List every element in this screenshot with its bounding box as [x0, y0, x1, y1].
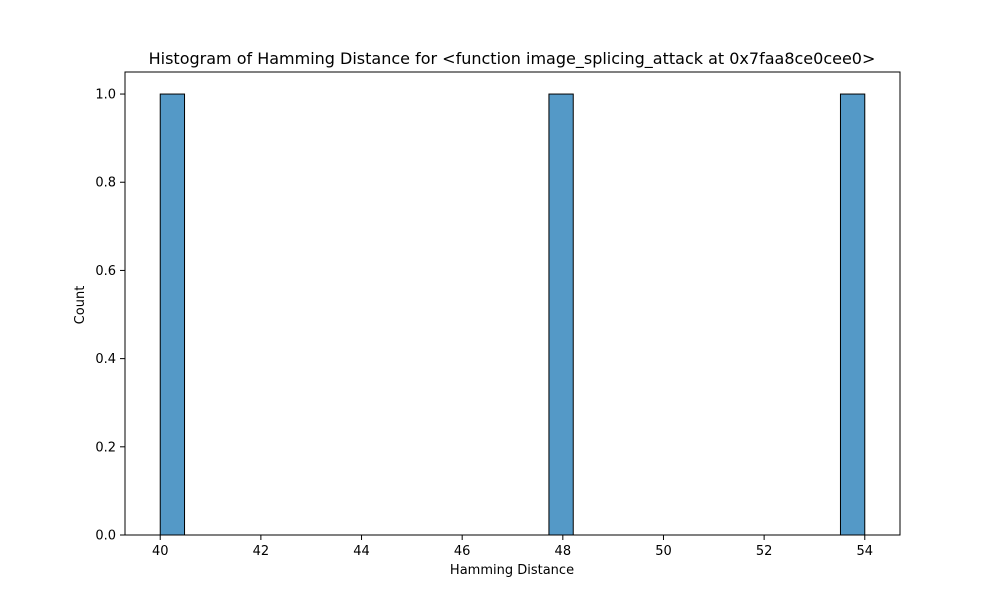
x-tick-label: 48 — [555, 544, 572, 559]
x-axis-ticks: 40 42 44 46 48 50 52 54 — [152, 535, 873, 559]
x-axis-label: Hamming Distance — [450, 563, 574, 578]
x-tick-label: 50 — [655, 544, 672, 559]
histogram-bar — [839, 93, 866, 536]
bars-group — [159, 93, 866, 536]
y-tick-label: 0.8 — [95, 176, 116, 191]
y-tick-label: 0.6 — [95, 264, 116, 279]
y-tick-label: 0.4 — [95, 352, 116, 367]
x-tick-label: 54 — [856, 544, 873, 559]
y-axis-label: Count — [73, 286, 88, 325]
x-tick-label: 52 — [756, 544, 773, 559]
histogram-bar — [159, 93, 186, 536]
x-tick-label: 46 — [454, 544, 471, 559]
x-tick-label: 42 — [253, 544, 270, 559]
chart-title: Histogram of Hamming Distance for <funct… — [149, 49, 876, 69]
y-axis-ticks: 0.0 0.2 0.4 0.6 0.8 1.0 — [95, 88, 125, 544]
y-tick-label: 0.2 — [95, 440, 116, 455]
plot-frame — [124, 71, 901, 536]
y-tick-label: 1.0 — [95, 88, 116, 103]
x-tick-label: 44 — [353, 544, 370, 559]
x-tick-label: 40 — [152, 544, 169, 559]
histogram-bar — [548, 93, 574, 536]
y-tick-label: 0.0 — [95, 529, 116, 544]
